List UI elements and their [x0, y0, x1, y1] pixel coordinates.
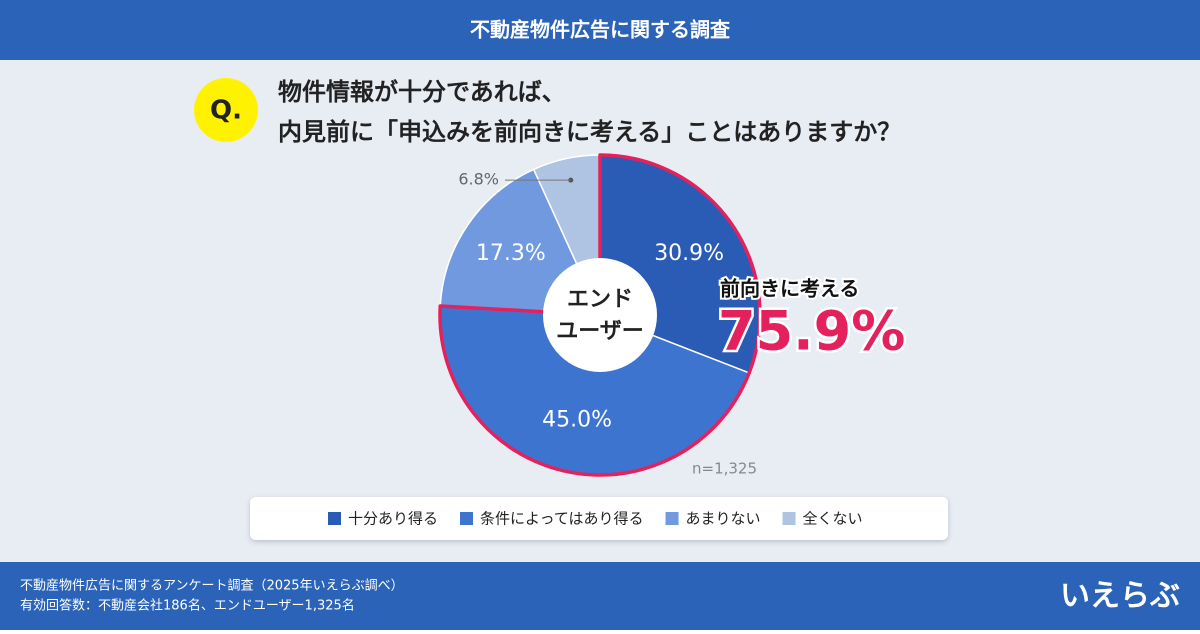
value-label: 30.9%	[654, 241, 724, 266]
logo: いえらぶ	[1060, 579, 1180, 614]
center-hole	[543, 258, 657, 372]
question-line: 内見前に「申込みを前向きに考える」ことはありますか？	[278, 118, 901, 146]
legend-label: 条件によってはあり得る	[480, 510, 644, 528]
q-marker: Q.	[210, 96, 242, 126]
value-label: 45.0%	[542, 408, 612, 433]
question-line: 物件情報が十分であれば、	[278, 78, 566, 106]
legend-label: 十分あり得る	[348, 510, 438, 528]
donut-chart: エンドユーザー 30.9% 45.0% 17.3% 6.8%	[438, 153, 762, 477]
footer-band	[0, 562, 1200, 630]
legend-box	[250, 497, 948, 540]
header-title: 不動産物件広告に関する調査	[470, 18, 730, 42]
legend-swatch	[460, 512, 474, 525]
annotation-label: 前向きに考える	[720, 277, 859, 301]
legend-label: あまりない	[686, 510, 761, 528]
value-label: 6.8%	[458, 170, 499, 189]
footer-line: 不動産物件広告に関するアンケート調査（2025年いえらぶ調べ）	[20, 578, 404, 594]
center-label: ユーザー	[556, 319, 644, 344]
legend-swatch	[782, 512, 796, 525]
highlight-outline	[438, 153, 762, 477]
legend-label: 全くない	[803, 510, 863, 528]
q-badge	[194, 78, 258, 142]
value-label: 17.3%	[476, 241, 546, 266]
legend-swatch	[665, 512, 679, 525]
annotation-value: 75.9%	[718, 300, 905, 363]
footer-line: 有効回答数：不動産会社186名、エンドユーザー1,325名	[20, 598, 355, 614]
legend-swatch	[328, 512, 341, 525]
legend: 十分あり得る 条件によってはあり得る あまりない 全くない	[328, 510, 863, 528]
sample-note: n=1,325	[692, 460, 757, 478]
header-band	[0, 0, 1200, 60]
center-label: エンド	[567, 287, 633, 312]
